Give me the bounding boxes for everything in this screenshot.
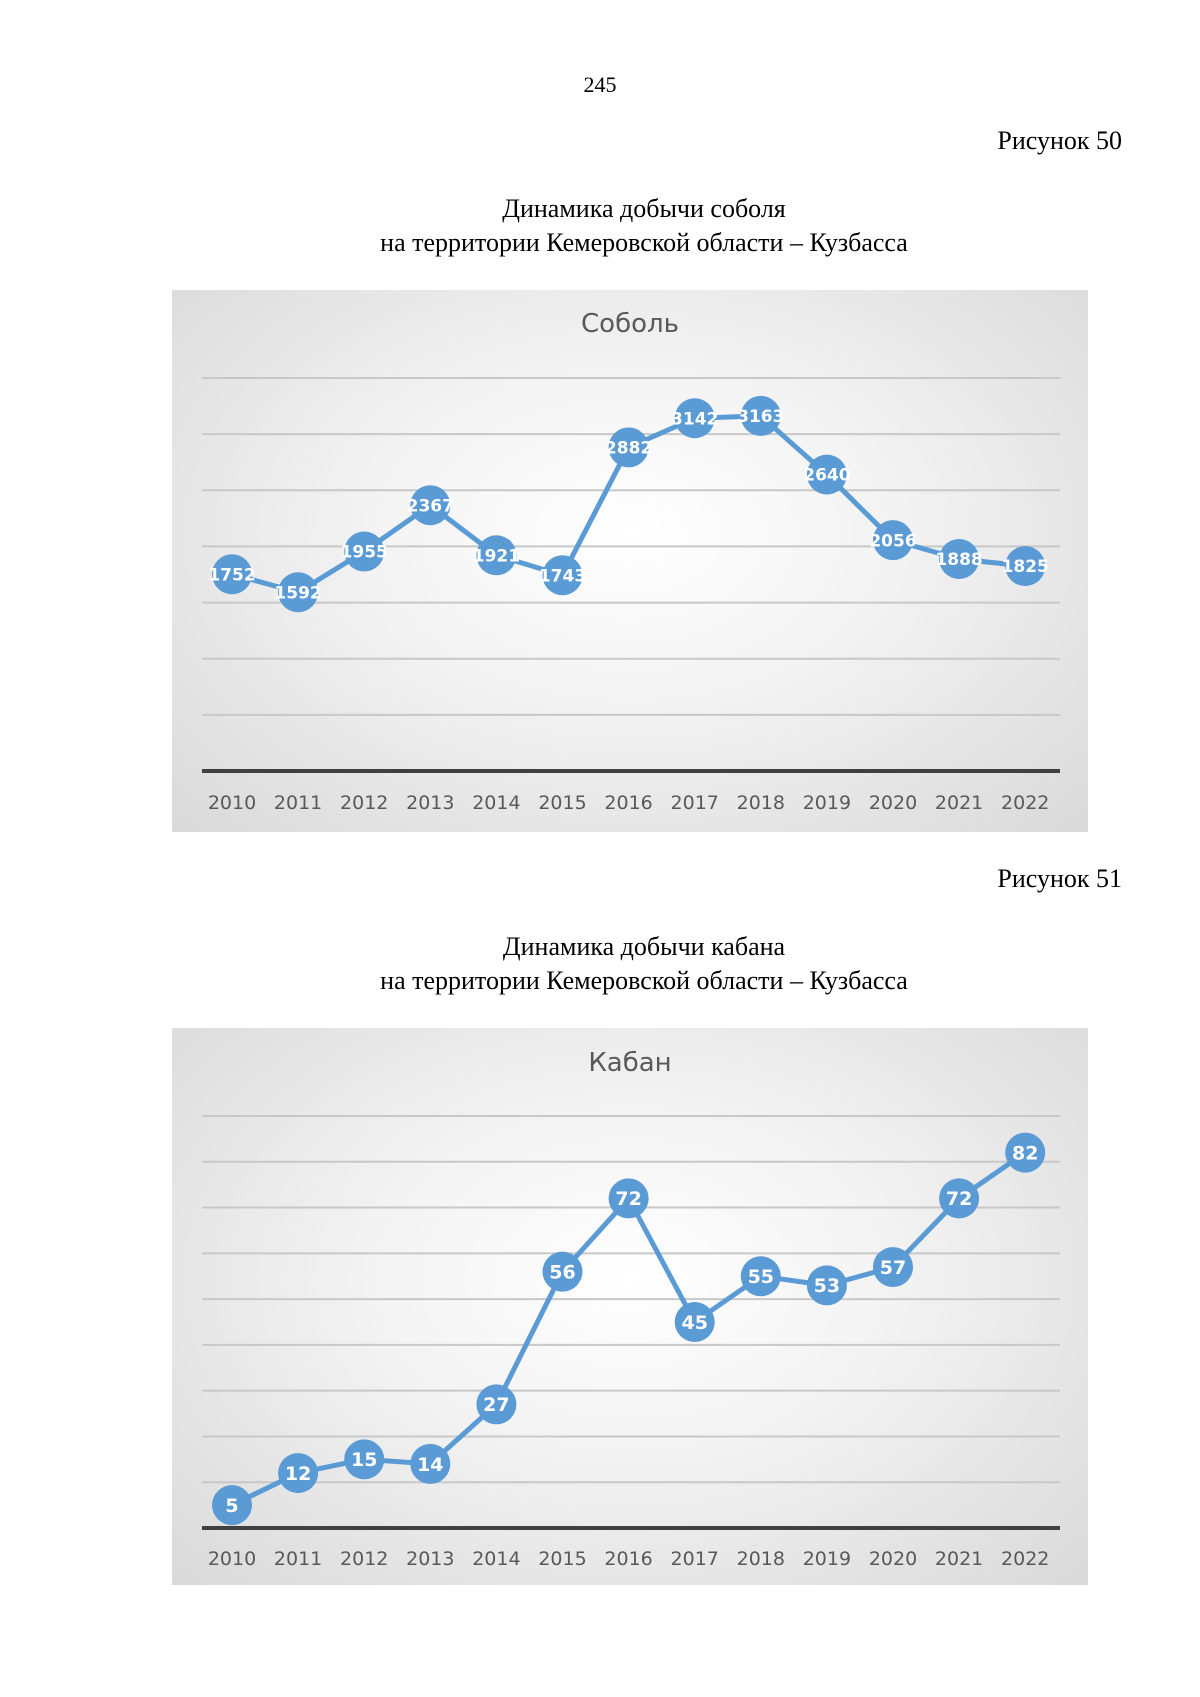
- data-point: [476, 1384, 517, 1425]
- data-point: [608, 427, 649, 468]
- chart-sable-svg: Соболь 2010 2011 2012 2013 2014 2015 2016 2017 20…: [202, 309, 1060, 814]
- chart-boar-svg: Кабан 2010 2011 2012 2013 2014 2015 2016 2017 201…: [202, 1048, 1060, 1570]
- x-tick-label: 2013: [406, 792, 454, 814]
- data-point: [212, 1485, 252, 1526]
- x-tick-label: 2022: [1001, 1548, 1049, 1570]
- data-point: [1005, 1132, 1046, 1173]
- figure-title-50-line1: Динамика добычи соболя: [502, 194, 786, 223]
- x-tick-label: 2021: [935, 1548, 983, 1570]
- x-tick-label: 2010: [208, 1548, 256, 1570]
- data-point: [806, 454, 847, 495]
- x-tick-label: 2021: [935, 792, 983, 814]
- data-label: 12: [285, 1463, 311, 1485]
- figure-title-50-line2: на территории Кемеровской области – Кузб…: [380, 228, 908, 257]
- x-tick-label: 2013: [406, 1548, 454, 1570]
- data-point: [674, 398, 715, 439]
- data-label: 2056: [869, 531, 916, 551]
- data-point: [740, 1256, 781, 1297]
- figure-label-50: Рисунок 50: [997, 126, 1122, 155]
- x-tick-label: 2012: [340, 1548, 388, 1570]
- x-tick-label: 2012: [340, 792, 388, 814]
- figure-title-51-line1: Динамика добычи кабана: [502, 932, 786, 961]
- page-number: 245: [583, 72, 617, 97]
- data-point: [542, 1251, 583, 1292]
- data-point: [278, 1453, 319, 1494]
- x-tick-label: 2019: [803, 792, 851, 814]
- x-tick-label: 2018: [737, 792, 785, 814]
- data-label: 3142: [671, 409, 718, 429]
- data-label: 27: [483, 1394, 509, 1416]
- data-label: 1888: [935, 550, 982, 570]
- data-label: 3163: [737, 407, 784, 427]
- chart-sable: Соболь 2010 2011 2012 2013 2014 2015 2016 2017 20…: [172, 290, 1088, 832]
- data-label: 1752: [208, 565, 255, 585]
- figure-title-51: Динамика добычи кабана на территории Кем…: [0, 930, 1200, 998]
- data-label: 1743: [539, 566, 586, 586]
- data-point: [740, 395, 781, 436]
- x-tick-label: 2011: [274, 792, 322, 814]
- data-label: 72: [615, 1188, 641, 1210]
- data-label: 1592: [274, 583, 321, 603]
- data-label: 57: [880, 1257, 906, 1279]
- data-point: [674, 1302, 715, 1342]
- chart-boar: Кабан 2010 2011 2012 2013 2014 2015 2016 2017 201…: [172, 1028, 1088, 1585]
- data-point: [939, 539, 980, 580]
- data-point: [212, 554, 252, 595]
- x-tick-label: 2016: [604, 792, 652, 814]
- data-label: 1955: [341, 543, 388, 563]
- data-point: [410, 1443, 451, 1484]
- data-point: [344, 1439, 385, 1480]
- data-point: [806, 1265, 847, 1306]
- data-label: 72: [946, 1188, 972, 1210]
- x-tick-label: 2017: [671, 1548, 719, 1570]
- x-tick-label: 2015: [538, 792, 586, 814]
- x-tick-label: 2019: [803, 1548, 851, 1570]
- data-point: [410, 485, 451, 526]
- data-label: 1921: [473, 546, 520, 566]
- x-tick-label: 2010: [208, 792, 256, 814]
- data-label: 53: [814, 1275, 840, 1297]
- x-tick-label: 2014: [472, 1548, 520, 1570]
- x-tick-label: 2022: [1001, 792, 1049, 814]
- figure-title-50: Динамика добычи соболя на территории Кем…: [0, 192, 1200, 260]
- data-point: [873, 1247, 913, 1288]
- data-label: 5: [225, 1495, 238, 1517]
- data-label: 55: [748, 1266, 774, 1288]
- x-tick-label: 2020: [869, 1548, 917, 1570]
- data-label: 15: [351, 1449, 377, 1471]
- x-tick-label: 2018: [737, 1548, 785, 1570]
- figure-title-51-line2: на территории Кемеровской области – Кузб…: [380, 966, 908, 995]
- data-label: 2882: [605, 439, 652, 459]
- data-label: 2367: [407, 496, 454, 516]
- data-label: 56: [549, 1261, 575, 1283]
- chart-title: Соболь: [581, 309, 679, 339]
- data-point: [873, 520, 913, 561]
- x-tick-label: 2011: [274, 1548, 322, 1570]
- data-point: [608, 1178, 649, 1219]
- data-label: 14: [417, 1454, 443, 1476]
- data-label: 1825: [1002, 557, 1049, 577]
- data-point: [939, 1178, 980, 1219]
- x-tick-label: 2016: [604, 1548, 652, 1570]
- x-tick-label: 2015: [538, 1548, 586, 1570]
- data-point: [542, 555, 583, 596]
- figure-label-51: Рисунок 51: [997, 864, 1122, 893]
- data-point: [278, 572, 319, 613]
- data-point: [476, 535, 517, 576]
- x-tick-label: 2020: [869, 792, 917, 814]
- x-tick-label: 2017: [671, 792, 719, 814]
- data-label: 2640: [803, 466, 850, 486]
- data-point: [1005, 546, 1046, 587]
- data-point: [344, 531, 385, 572]
- x-tick-label: 2014: [472, 792, 520, 814]
- chart-title: Кабан: [588, 1048, 671, 1078]
- data-label: 45: [681, 1312, 707, 1334]
- data-label: 82: [1012, 1142, 1038, 1164]
